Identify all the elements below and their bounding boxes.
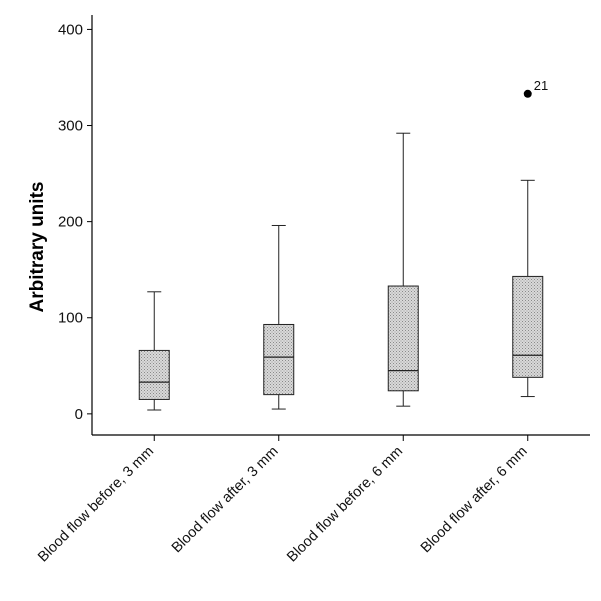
iqr-box: [263, 323, 295, 396]
outlier-point: [523, 89, 532, 98]
iqr-box: [138, 349, 170, 400]
y-axis-title: Arbitrary units: [27, 182, 48, 313]
y-tick-label: 200: [58, 214, 83, 231]
y-tick-label: 0: [75, 406, 83, 423]
y-tick-label: 100: [58, 310, 83, 327]
y-tick-label: 300: [58, 118, 83, 135]
x-tick-label: Blood flow after, 6 mm: [418, 444, 531, 557]
iqr-box: [387, 285, 419, 392]
x-tick-label: Blood flow before, 6 mm: [284, 444, 406, 566]
iqr-box: [512, 275, 544, 378]
boxes: 21: [138, 78, 548, 411]
outlier-label: 21: [534, 78, 548, 93]
box-group: [263, 224, 295, 410]
box-group: [387, 132, 419, 407]
y-tick-label: 400: [58, 21, 83, 38]
x-tick-label: Blood flow before, 3 mm: [35, 444, 157, 566]
x-tick-label: Blood flow after, 3 mm: [169, 444, 282, 557]
box-group: 21: [512, 78, 548, 398]
box-group: [138, 291, 170, 411]
